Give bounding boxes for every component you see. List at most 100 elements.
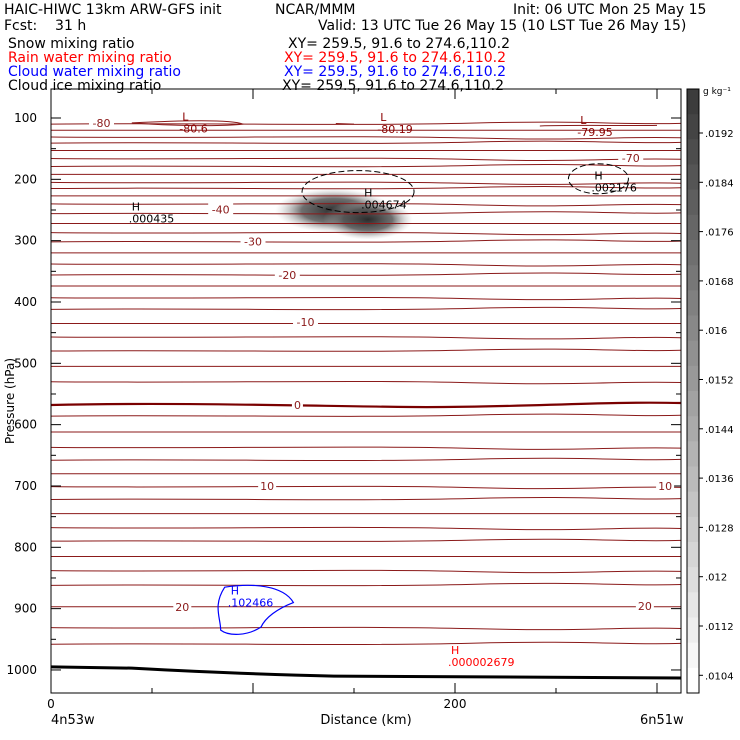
- cross-section-end: 6n51w: [640, 713, 684, 728]
- isotherm-line: [51, 231, 681, 236]
- isotherm-line: [51, 239, 681, 243]
- contour-label-bg: [635, 600, 654, 613]
- organization-label: NCAR/MMM: [275, 2, 356, 18]
- extrema-markers: L-80.6L-80.19L-79.95H.000435H.004674H.00…: [129, 111, 637, 670]
- cloud-ice-contours: [301, 163, 629, 214]
- extremum-letter: H: [451, 644, 459, 657]
- colorbar-tick-label: .0112: [705, 622, 734, 633]
- field-name-cloud-water: Cloud water mixing ratio: [8, 64, 181, 80]
- isotherm-line: [51, 306, 681, 311]
- isotherm-line: [51, 163, 681, 168]
- colorbar-tick-label: .0192: [705, 129, 734, 140]
- colorbar-swatch: [687, 542, 699, 568]
- contour-label-bg: [208, 203, 234, 216]
- cloud-ice-contour: [567, 163, 629, 195]
- extremum-letter: H: [231, 585, 239, 598]
- y-tick-label: 300: [14, 234, 37, 248]
- field-xy-rain: XY= 259.5, 91.6 to 274.6,110.2: [284, 50, 507, 66]
- isotherm-line: [51, 485, 681, 490]
- colorbar-tick-label: .0104: [705, 671, 734, 682]
- y-tick-label: 500: [14, 356, 37, 370]
- isotherm-closed-contour: [335, 123, 355, 125]
- colorbar-swatch: [687, 642, 699, 669]
- colorbar-swatch: [687, 139, 699, 165]
- colorbar-swatch: [687, 340, 699, 367]
- colorbar-swatch: [687, 315, 699, 342]
- isotherm-line: [51, 641, 681, 645]
- colorbar-tick-label: .012: [705, 573, 727, 584]
- extremum-value: -80.6: [179, 123, 207, 136]
- isotherm-line: [51, 336, 681, 340]
- init-time: Init: 06 UTC Mon 25 May 15: [513, 2, 707, 18]
- colorbar-swatch: [687, 114, 699, 140]
- contour-label: 0: [294, 399, 301, 412]
- y-tick-label: 400: [14, 295, 37, 309]
- snow-mixing-ratio-shading: [275, 188, 413, 240]
- valid-time: Valid: 13 UTC Tue 26 May 15 (10 LST Tue …: [318, 18, 687, 34]
- extremum-value: .002176: [591, 181, 637, 194]
- colorbar-swatch: [687, 189, 699, 216]
- colorbar-tick-label: .0168: [705, 277, 734, 288]
- colorbar-border: [686, 88, 700, 694]
- colorbar: .0192 .0184 .0176 .0168 .016 .0152 .0144 .0136.…: [686, 87, 734, 694]
- isotherm-line: [51, 626, 681, 631]
- extremum-letter: H: [594, 169, 602, 182]
- colorbar-tick-label: .0128: [705, 523, 734, 534]
- isotherm-line: [51, 157, 681, 161]
- cross-section-start: 4n53w: [51, 713, 95, 728]
- contour-label: 10: [658, 480, 672, 493]
- colorbar-tick-label: .0176: [705, 228, 734, 239]
- contour-label: 10: [260, 480, 274, 493]
- isotherm-line: [51, 380, 681, 385]
- isotherm-line: [51, 457, 681, 461]
- cloud-ice-contour: [301, 170, 415, 214]
- forecast-hour: Fcst: 31 h: [4, 18, 87, 34]
- colorbar-swatch: [687, 290, 699, 316]
- contour-label-bg: [291, 399, 303, 412]
- colorbar-tick-label: .0184: [705, 178, 734, 189]
- extremum-value: .004674: [361, 199, 407, 212]
- y-tick-label: 600: [14, 418, 37, 432]
- isotherm-line: [51, 203, 681, 207]
- shading-core-right: [323, 199, 413, 240]
- terrain-line: [51, 665, 681, 680]
- contour-label: -70: [622, 152, 640, 165]
- isotherm-contours: [51, 120, 681, 680]
- y-axis: 1002003004005006007008009001000Pressure …: [3, 111, 681, 677]
- extremum-letter: L: [182, 111, 189, 124]
- isotherm-line: [51, 496, 681, 501]
- x-tick-label: 0: [47, 697, 55, 711]
- extremum-value: .000435: [129, 213, 175, 226]
- cloud-water-contour: [217, 584, 295, 635]
- colorbar-swatch: [687, 491, 699, 518]
- isotherm-line: [51, 272, 681, 276]
- isotherm-line: [51, 121, 681, 125]
- contour-label-bg: [173, 600, 192, 613]
- field-name-snow: Snow mixing ratio: [8, 36, 135, 52]
- contour-label: 20: [638, 600, 652, 613]
- isotherm-line: [51, 582, 681, 587]
- plot-border: [50, 88, 682, 694]
- y-tick-label: 800: [14, 540, 37, 554]
- isotherm-line: [51, 413, 681, 417]
- contour-label: -10: [297, 316, 315, 329]
- colorbar-swatch: [687, 391, 699, 417]
- contour-label-bg: [618, 151, 644, 164]
- colorbar-swatch: [687, 365, 699, 392]
- isotherm-line: [51, 136, 681, 140]
- contour-label-bg: [89, 116, 114, 129]
- isotherm-line: [51, 446, 681, 450]
- y-tick-label: 100: [14, 111, 37, 125]
- field-xy-snow: XY= 259.5, 91.6 to 274.6,110.2: [288, 36, 511, 52]
- colorbar-swatch: [687, 441, 699, 467]
- contour-label-bg: [240, 235, 266, 248]
- field-xy-cloud-water: XY= 259.5, 91.6 to 274.6,110.2: [284, 64, 507, 80]
- isotherm-line: [51, 140, 681, 144]
- extremum-letter: H: [364, 187, 372, 200]
- isotherm-line: [51, 526, 681, 531]
- plot-frame: [50, 88, 682, 694]
- colorbar-swatch: [687, 516, 699, 543]
- freezing-level-line: [51, 401, 681, 409]
